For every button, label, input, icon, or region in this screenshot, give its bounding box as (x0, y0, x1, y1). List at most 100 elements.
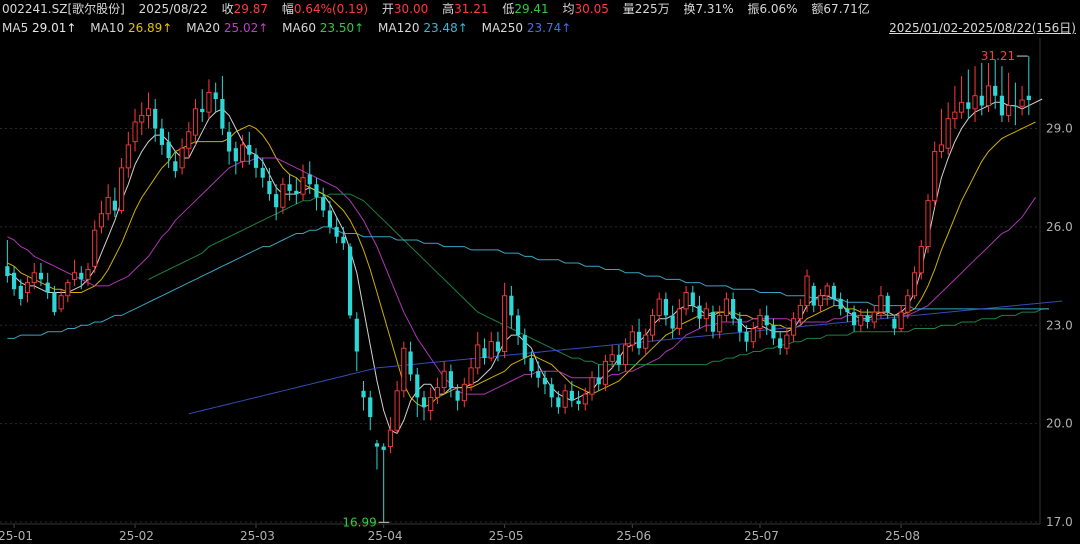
ma20-value: 25.02↑ (223, 21, 269, 35)
high-annotation: 31.21 (981, 49, 1015, 63)
candle-down (811, 285, 816, 306)
low-value: 29.41 (514, 2, 549, 16)
candle-up (972, 95, 978, 110)
ma-line-ma60 (148, 193, 1049, 366)
candle-down (361, 390, 366, 398)
candle-up (387, 429, 393, 448)
candle-up (932, 151, 938, 202)
candle-down (18, 285, 23, 300)
turnover-value: 7.31% (695, 2, 734, 16)
candle-down (522, 335, 527, 359)
candle-down (569, 390, 574, 401)
candle-down (38, 272, 44, 280)
amplitude-label: 振 (747, 2, 760, 16)
candle-up (1006, 105, 1012, 116)
candle-up (72, 272, 78, 280)
candle-up (784, 334, 790, 349)
x-tick-label: 25-05 (489, 529, 524, 543)
candle-down (993, 85, 998, 96)
candle-up (441, 370, 447, 389)
ma60-value: 23.50↑ (319, 21, 365, 35)
candle-down (690, 292, 695, 306)
x-tick-label: 25-01 (0, 529, 33, 543)
candle-up (925, 200, 931, 248)
high-label: 高 (442, 2, 455, 16)
candle-up (589, 377, 595, 395)
candle-up (985, 85, 992, 107)
change-label: 幅 (281, 2, 294, 16)
candle-up (905, 295, 911, 313)
candle-down (112, 200, 117, 211)
candle-up (31, 272, 37, 284)
candle-up (623, 344, 629, 366)
date-range-selector[interactable]: 2025/01/02-2025/08/22(156日) (889, 21, 1076, 35)
amplitude-value: 6.06% (759, 2, 798, 16)
avg-value: 30.05 (574, 2, 609, 16)
x-tick-label: 25-04 (368, 529, 403, 543)
candle-up (643, 334, 649, 349)
candle-down (294, 190, 299, 195)
candle-up (609, 354, 615, 362)
candle-down (771, 325, 776, 339)
open-label: 开 (381, 2, 394, 16)
candle-up (132, 121, 138, 143)
candle-up (582, 393, 588, 405)
quote-header: 002241.SZ[歌尔股份] 2025/08/22 收29.87 幅0.64%… (2, 1, 870, 17)
candle-down (515, 315, 521, 336)
candle-down (448, 371, 453, 388)
candle-up (804, 275, 810, 307)
high-value: 31.21 (454, 2, 489, 16)
candle-up (676, 308, 682, 329)
candle-down (5, 266, 10, 277)
candle-down (885, 295, 890, 313)
candle-up (602, 360, 608, 385)
candle-down (314, 184, 319, 198)
candle-down (670, 315, 675, 329)
candle-up (878, 295, 884, 313)
candle-up (791, 318, 797, 336)
candle-up (952, 111, 958, 120)
candle-down (556, 397, 561, 408)
candle-up (179, 147, 185, 169)
amount-label: 额 (811, 2, 824, 16)
candle-up (186, 131, 192, 149)
candle-down (831, 285, 837, 300)
candle-up (502, 295, 508, 352)
candle-down (354, 318, 359, 352)
candle-down (509, 295, 514, 316)
candle-down (966, 102, 971, 109)
ma250-value: 23.74↑ (526, 21, 572, 35)
open-value: 30.00 (393, 2, 429, 16)
ma20-label: MA20 (186, 21, 221, 35)
candle-up (723, 298, 729, 316)
candle-up (871, 311, 877, 323)
candle-down (421, 397, 427, 408)
candle-up (139, 114, 145, 123)
candle-up (428, 396, 434, 411)
candle-down (45, 282, 50, 293)
candle-up (461, 383, 467, 402)
volume-value: 225万 (634, 2, 670, 16)
candle-up (858, 314, 864, 326)
candle-up (1019, 99, 1025, 107)
x-tick-label: 25-07 (744, 529, 779, 543)
y-tick-label: 26.0 (1046, 220, 1073, 234)
candle-up (703, 308, 709, 320)
candle-up (649, 314, 656, 336)
candle-down (892, 318, 897, 329)
candle-down (851, 312, 857, 326)
low-label: 低 (502, 2, 515, 16)
change-value: 0.64%(0.19) (293, 2, 369, 16)
ma-line-ma120 (7, 226, 1049, 339)
candle-up (757, 314, 763, 329)
candle-down (663, 299, 669, 316)
low-annotation: 16.99 (342, 515, 376, 529)
amount-value: 67.71亿 (823, 2, 870, 16)
candle-up (898, 311, 904, 329)
candle-up (125, 144, 131, 169)
candle-down (233, 148, 238, 162)
candle-down (381, 446, 386, 450)
candle-up (119, 167, 125, 211)
candle-down (482, 348, 487, 359)
